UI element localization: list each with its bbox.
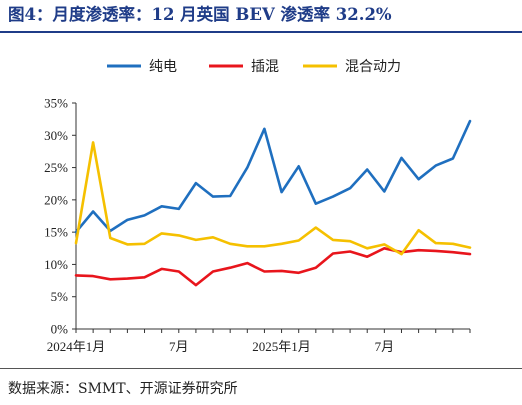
line-chart: 纯电 插混 混合动力 0% 5% 10% 15% 20% 25% 30% 35% 2024年1月 7月… xyxy=(44,59,472,354)
y-tick-label: 30% xyxy=(44,128,68,143)
y-tick-label: 25% xyxy=(44,160,68,175)
chart-axes: 0% 5% 10% 15% 20% 25% 30% 35% 2024年1月 7月 2025年1月 7月 xyxy=(44,96,471,354)
legend-label: 纯电 xyxy=(149,59,177,75)
y-tick-label: 10% xyxy=(44,257,68,272)
y-tick-label: 35% xyxy=(44,96,68,111)
figure-title: 图4：月度渗透率：12 月英国 BEV 渗透率 32.2% xyxy=(8,5,392,24)
series-layer xyxy=(74,119,472,287)
legend-label: 混合动力 xyxy=(345,59,401,75)
x-tick-label: 2024年1月 xyxy=(47,339,106,354)
x-tick-label: 7月 xyxy=(169,339,189,354)
x-tick-label: 2025年1月 xyxy=(252,339,311,354)
series-line-插混 xyxy=(74,247,472,287)
legend-item-hev: 混合动力 xyxy=(303,59,401,75)
y-tick-label: 20% xyxy=(44,192,68,207)
source-divider xyxy=(0,368,522,369)
y-tick-label: 5% xyxy=(51,289,69,304)
series-line-混合动力 xyxy=(74,141,472,256)
source-note: 数据来源：SMMT、开源证券研究所 xyxy=(8,381,238,397)
y-tick-label: 0% xyxy=(51,322,69,337)
y-tick-label: 15% xyxy=(44,225,68,240)
x-tick-label: 7月 xyxy=(375,339,395,354)
series-line-纯电 xyxy=(74,119,472,234)
legend-item-phev: 插混 xyxy=(209,59,279,75)
legend-item-bev: 纯电 xyxy=(107,59,177,75)
legend-label: 插混 xyxy=(251,59,279,75)
title-divider xyxy=(0,31,522,33)
chart-legend: 纯电 插混 混合动力 xyxy=(107,59,401,75)
